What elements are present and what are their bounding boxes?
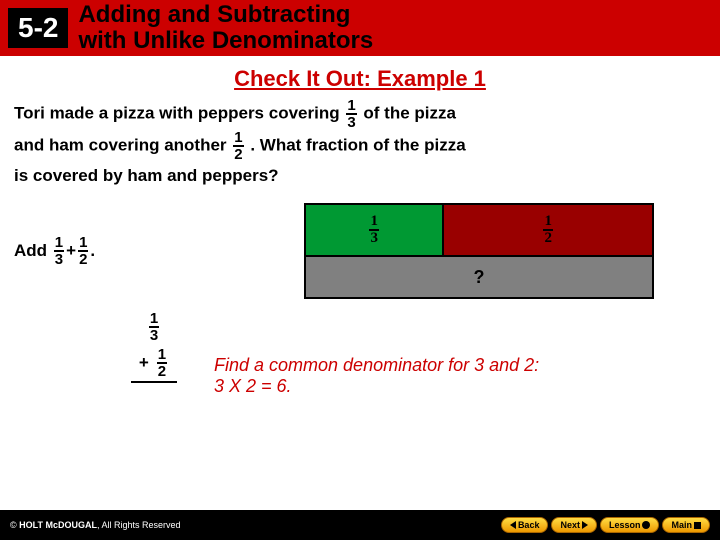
main-button[interactable]: Main [662,517,710,533]
title-line2: with Unlike Denominators [78,28,373,54]
footer-brand: HOLT McDOUGAL [19,520,97,530]
triangle-right-icon [582,521,588,529]
table-frac-left: 1 3 [369,214,379,246]
vertical-top: 1 3 [114,311,194,343]
vertical-addition: 1 3 + 1 2 [114,307,194,397]
triangle-left-icon [510,521,516,529]
copyright: © HOLT McDOUGAL, All Rights Reserved [10,520,181,530]
table-bottom-cell: ? [306,255,652,297]
problem-text: Tori made a pizza with peppers covering … [14,98,706,189]
footer-bar: © HOLT McDOUGAL, All Rights Reserved Bac… [0,510,720,540]
problem-d: . What fraction of the pizza [250,135,465,154]
add-frac-1: 1 3 [54,235,64,267]
nav-buttons: Back Next Lesson Main [501,517,710,533]
square-icon [694,522,701,529]
hint-line2: 3 X 2 = 6. [214,376,594,397]
add-instruction: Add 1 3 + 1 2 . [14,235,304,267]
header-bar: 5-2 Adding and Subtracting with Unlike D… [0,0,720,56]
vertical-op: + [139,353,149,373]
header-title: Adding and Subtracting with Unlike Denom… [78,2,373,55]
back-button[interactable]: Back [501,517,549,533]
vertical-line [131,381,177,383]
fraction-1-2: 1 2 [233,130,243,162]
fraction-table: 1 3 1 2 ? [304,203,654,299]
vert-frac-bottom: 1 2 [157,347,167,379]
title-line1: Adding and Subtracting [78,2,373,28]
vertical-plus-row: + 1 2 [114,347,194,379]
back-label: Back [518,520,540,530]
problem-b: of the pizza [363,103,456,122]
hint-text: Find a common denominator for 3 and 2: 3… [214,355,594,397]
vert-frac-top: 1 3 [149,311,159,343]
chapter-badge: 5-2 [8,8,68,48]
problem-a: Tori made a pizza with peppers covering [14,103,344,122]
circle-icon [642,521,650,529]
table-cell-right: 1 2 [444,205,652,255]
work-row: 1 3 + 1 2 Find a common denominator for … [14,307,706,397]
fraction-1-3: 1 3 [346,98,356,130]
table-frac-right: 1 2 [543,214,553,246]
add-plus: + [66,241,76,261]
table-top-row: 1 3 1 2 [306,205,652,255]
add-row: Add 1 3 + 1 2 . 1 3 [14,203,706,299]
add-prefix: Add [14,241,47,261]
content-area: Check It Out: Example 1 Tori made a pizz… [0,56,720,397]
example-title: Check It Out: Example 1 [14,66,706,92]
main-label: Main [671,520,692,530]
lesson-label: Lesson [609,520,641,530]
next-label: Next [560,520,580,530]
hint-line1: Find a common denominator for 3 and 2: [214,355,594,376]
lesson-button[interactable]: Lesson [600,517,660,533]
problem-e: is covered by ham and peppers? [14,166,279,185]
add-suffix: . [90,241,95,261]
table-cell-left: 1 3 [306,205,444,255]
next-button[interactable]: Next [551,517,597,533]
add-frac-2: 1 2 [78,235,88,267]
problem-c: and ham covering another [14,135,231,154]
footer-rights: , All Rights Reserved [97,520,181,530]
